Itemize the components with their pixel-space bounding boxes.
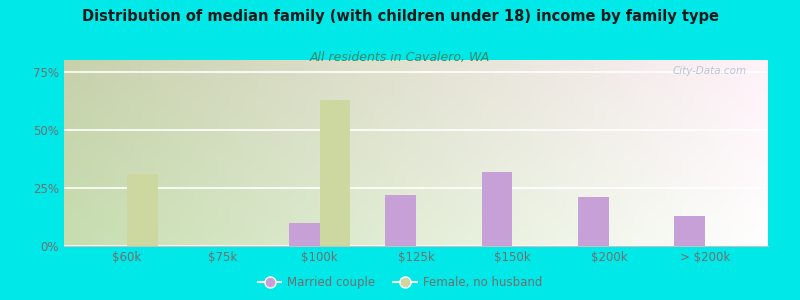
- Text: All residents in Cavalero, WA: All residents in Cavalero, WA: [310, 51, 490, 64]
- Bar: [482, 172, 513, 246]
- Text: City-Data.com: City-Data.com: [673, 66, 747, 76]
- Text: Distribution of median family (with children under 18) income by family type: Distribution of median family (with chil…: [82, 9, 718, 24]
- Bar: [126, 174, 158, 246]
- Legend: Married couple, Female, no husband: Married couple, Female, no husband: [253, 272, 547, 294]
- Bar: [578, 197, 609, 246]
- Bar: [319, 100, 350, 246]
- Bar: [289, 223, 319, 246]
- Bar: [385, 195, 416, 246]
- Bar: [674, 216, 706, 246]
